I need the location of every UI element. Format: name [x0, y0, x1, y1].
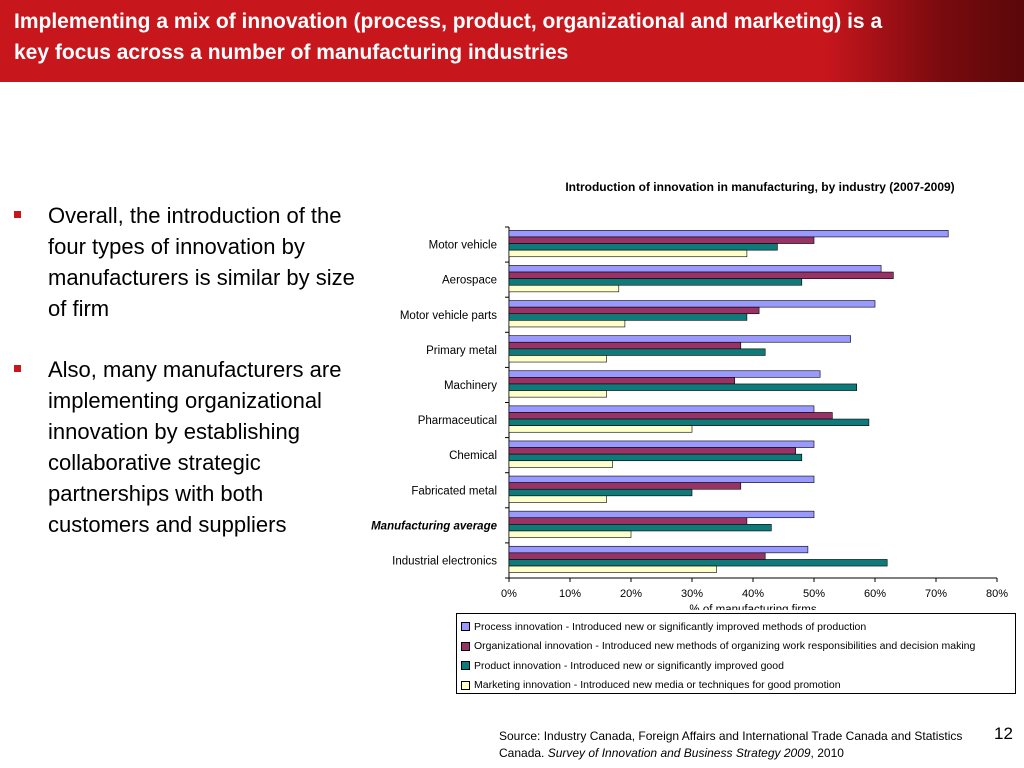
x-tick-label: 70% — [925, 588, 947, 600]
legend-item: Process innovation - Introduced new or s… — [461, 617, 1015, 637]
bullet-text: Overall, the introduction of the four ty… — [48, 203, 355, 321]
legend-label: Organizational innovation - Introduced n… — [474, 640, 976, 653]
bar-process — [508, 475, 815, 483]
bar-organizational — [508, 482, 742, 490]
bar-product — [508, 559, 888, 567]
legend-swatch — [461, 641, 470, 651]
x-tick-label: 30% — [681, 588, 703, 600]
bar-organizational — [508, 552, 766, 560]
bar-product — [508, 313, 748, 321]
bar-marketing — [508, 390, 607, 398]
x-tick-label: 40% — [742, 588, 764, 600]
bar-marketing — [508, 565, 717, 573]
category-label: Industrial electronics — [392, 555, 497, 567]
x-tick-label: 80% — [986, 588, 1008, 600]
category-label: Chemical — [449, 450, 497, 462]
bar-marketing — [508, 320, 626, 328]
bar-process — [508, 300, 876, 308]
banner-shading — [824, 0, 1024, 82]
category-label: Aerospace — [442, 275, 497, 287]
bar-product — [508, 418, 870, 426]
legend-label: Product innovation - Introduced new or s… — [474, 659, 784, 672]
source-year: , 2010 — [810, 746, 844, 760]
bar-organizational — [508, 377, 735, 385]
bar-organizational — [508, 236, 815, 244]
bar-marketing — [508, 284, 620, 293]
x-tick-label: 0% — [501, 588, 517, 600]
legend-label: Process innovation - Introduced new or s… — [474, 620, 867, 633]
title-banner: Implementing a mix of innovation (proces… — [0, 0, 1024, 82]
bar-process — [508, 545, 809, 554]
bullet-item: Overall, the introduction of the four ty… — [14, 200, 359, 324]
category-label: Pharmaceutical — [418, 415, 497, 427]
bar-organizational — [508, 412, 833, 420]
bullet-list: Overall, the introduction of the four ty… — [14, 200, 359, 570]
bar-product — [508, 383, 858, 391]
legend-item: Organizational innovation - Introduced n… — [461, 637, 1015, 657]
bar-product — [508, 278, 803, 286]
bar-process — [508, 230, 949, 238]
legend-label: Marketing innovation - Introduced new me… — [474, 679, 841, 692]
bar-marketing — [508, 249, 748, 258]
bar-marketing — [508, 530, 632, 538]
category-label: Manufacturing average — [371, 520, 497, 532]
bar-organizational — [508, 306, 760, 315]
bar-process — [508, 510, 815, 519]
bar-marketing — [508, 460, 613, 468]
bar-organizational — [508, 341, 742, 350]
bar-organizational — [508, 271, 894, 279]
x-tick-label: 60% — [864, 588, 886, 600]
page-number: 12 — [994, 724, 1013, 743]
source-text: Source: Industry Canada, Foreign Affairs… — [499, 729, 963, 760]
bullet-text: Also, many manufacturers are implementin… — [48, 357, 342, 537]
bar-process — [508, 370, 821, 378]
legend-item: Product innovation - Introduced new or s… — [461, 656, 1015, 676]
bar-process — [508, 405, 815, 413]
bar-process — [508, 440, 815, 448]
slide-title: Implementing a mix of innovation (proces… — [14, 10, 883, 64]
bar-process — [508, 265, 882, 273]
bar-process — [508, 335, 851, 343]
bar-product — [508, 243, 778, 251]
bar-product — [508, 524, 772, 532]
source-note: Source: Industry Canada, Foreign Affairs… — [499, 728, 999, 762]
bar-marketing — [508, 495, 607, 503]
legend-swatch — [461, 622, 470, 632]
category-label: Primary metal — [426, 345, 497, 357]
bar-chart: 0% 10% 20% 30% 40% 50% 60% 70% 80% % of manufactu… — [371, 226, 1008, 610]
bar-organizational — [508, 517, 748, 525]
chart-title: Introduction of innovation in manufactur… — [565, 180, 955, 194]
category-label: Motor vehicle — [429, 240, 497, 252]
bar-product — [508, 488, 693, 497]
legend-swatch — [461, 680, 470, 690]
legend-item: Marketing innovation - Introduced new me… — [461, 676, 1015, 696]
square-bullet-icon — [14, 211, 21, 218]
x-tick-label: 10% — [559, 588, 581, 600]
square-bullet-icon — [14, 365, 21, 372]
bar-product — [508, 348, 766, 356]
bar-organizational — [508, 447, 797, 455]
category-label: Machinery — [444, 380, 497, 392]
x-axis-label: % of manufacturing firms — [689, 604, 816, 610]
category-label: Fabricated metal — [411, 485, 497, 497]
bar-product — [508, 453, 803, 462]
bar-marketing — [508, 425, 693, 433]
bullet-item: Also, many manufacturers are implementin… — [14, 354, 359, 540]
bar-marketing — [508, 355, 607, 363]
x-tick-label: 20% — [620, 588, 642, 600]
category-label: Motor vehicle parts — [400, 310, 497, 322]
legend-swatch — [461, 661, 470, 671]
x-tick-label: 50% — [803, 588, 825, 600]
chart-legend: Process innovation - Introduced new or s… — [456, 613, 1016, 694]
source-survey-name: Survey of Innovation and Business Strate… — [547, 746, 811, 760]
